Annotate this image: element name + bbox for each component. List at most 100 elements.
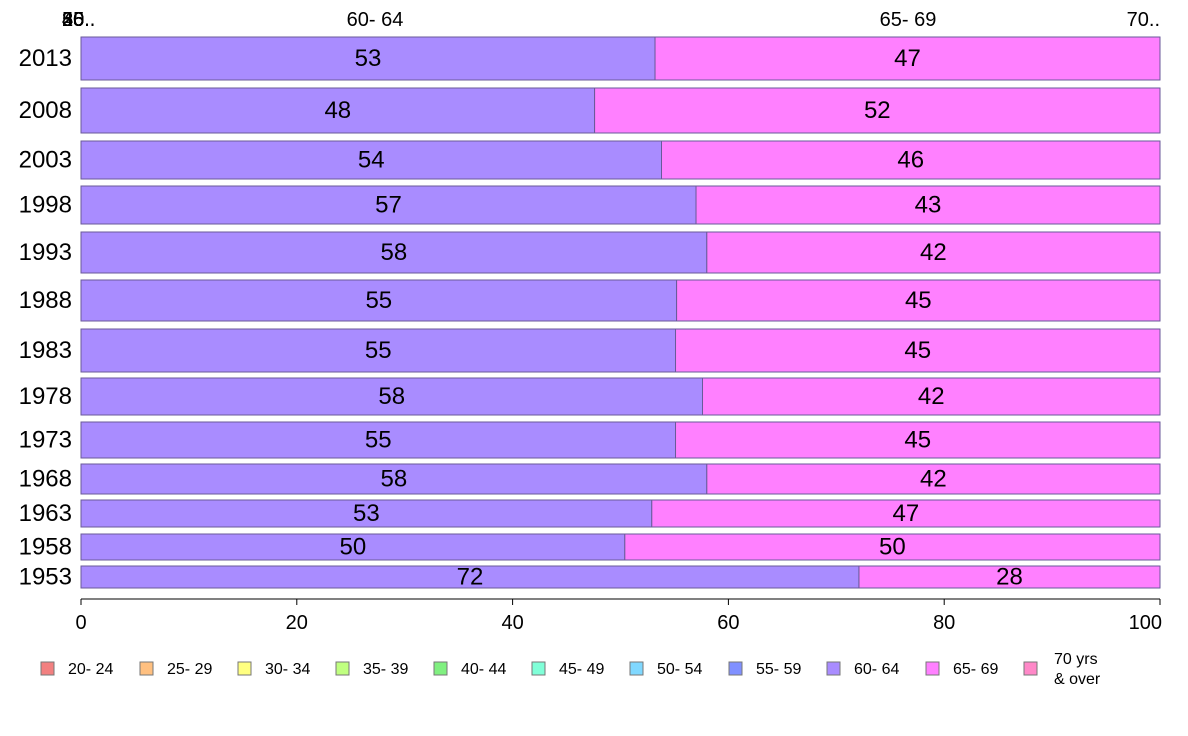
bar-segment-2008-60-64: [80, 87, 596, 134]
legend-swatch-10: [1023, 661, 1038, 676]
legend-swatch-0: [40, 661, 55, 676]
data-label-1978-0: 58: [378, 383, 405, 410]
bar-segment-1958-65-69: [624, 533, 1161, 561]
top-series-label-5: 45..: [62, 9, 95, 31]
top-series-labels: 20..25..30..35..40..45..50..55.. 60- 64 65…: [62, 9, 1160, 31]
legend: 20- 24 25- 29 30- 34 35- 39 40- 44 45- 49 50- …: [40, 651, 1101, 688]
legend-label-3: 35- 39: [363, 661, 408, 678]
bar-segment-1963-60-64: [80, 499, 653, 528]
bar-segment-1998-65-69: [695, 185, 1161, 225]
top-series-label-3: 35..: [62, 9, 95, 31]
category-label-1978: 1978: [19, 383, 72, 410]
bar-segment-1983-65-69: [675, 328, 1161, 373]
legend-label-2: 30- 34: [265, 661, 310, 678]
legend-swatch-5: [531, 661, 546, 676]
data-label-1988-0: 55: [365, 287, 392, 314]
bar-segment-1963-65-69: [651, 499, 1161, 528]
x-tick-label-0: 0: [75, 612, 86, 634]
data-label-1963-1: 47: [893, 500, 920, 527]
legend-label-1: 25- 29: [167, 661, 212, 678]
category-label-1983: 1983: [19, 337, 72, 364]
data-label-2013-0: 53: [355, 45, 382, 72]
data-label-2003-1: 46: [897, 147, 924, 174]
bar-segment-1953-65-69: [858, 565, 1161, 589]
category-label-1963: 1963: [19, 500, 72, 527]
legend-swatch-1: [139, 661, 154, 676]
bar-segment-1968-60-64: [80, 463, 708, 495]
data-label-1973-0: 55: [365, 427, 392, 454]
top-series-label-6: 50..: [62, 9, 95, 31]
x-tick-label-80: 80: [933, 612, 955, 634]
data-label-1973-1: 45: [904, 427, 931, 454]
data-label-1993-0: 58: [381, 239, 408, 266]
category-label-1973: 1973: [19, 427, 72, 454]
category-label-1993: 1993: [19, 239, 72, 266]
bar-segment-2003-60-64: [80, 140, 663, 180]
top-series-label-0: 20..: [62, 9, 95, 31]
category-label-1988: 1988: [19, 287, 72, 314]
legend-swatch-3: [335, 661, 350, 676]
bar-segment-1993-65-69: [706, 231, 1161, 274]
bar-segment-1983-60-64: [80, 328, 677, 373]
x-tick-label-100: 100: [1129, 612, 1162, 634]
category-label-2008: 2008: [19, 97, 72, 124]
top-series-label-8: 60- 64: [347, 9, 404, 31]
bar-segment-1968-65-69: [706, 463, 1161, 495]
data-label-1953-0: 72: [457, 564, 484, 591]
data-label-1963-0: 53: [353, 500, 380, 527]
legend-label-6: 50- 54: [657, 661, 702, 678]
data-label-1998-1: 43: [915, 192, 942, 219]
legend-label-7: 55- 59: [756, 661, 801, 678]
x-tick-label-40: 40: [501, 612, 523, 634]
top-series-label-4: 40..: [62, 9, 95, 31]
data-label-2008-1: 52: [864, 97, 891, 124]
bar-segment-1993-60-64: [80, 231, 708, 274]
bars-area: 2013 53 47 2008 48 52 2003 54 46 1998 57 43 1993 58 42…: [19, 36, 1161, 591]
data-label-1953-1: 28: [996, 564, 1023, 591]
data-label-1988-1: 45: [905, 287, 932, 314]
legend-swatch-6: [629, 661, 644, 676]
bar-segment-2013-65-69: [654, 36, 1161, 81]
legend-label-4: 40- 44: [461, 661, 506, 678]
bar-segment-1978-60-64: [80, 377, 704, 416]
data-label-1978-1: 42: [918, 383, 945, 410]
data-label-1998-0: 57: [375, 192, 402, 219]
data-label-1968-0: 58: [381, 466, 408, 493]
bar-segment-1988-60-64: [80, 279, 678, 322]
category-label-1953: 1953: [19, 564, 72, 591]
legend-label-10-line-1: & over: [1054, 671, 1101, 688]
data-label-2013-1: 47: [894, 45, 921, 72]
top-series-label-1: 25..: [62, 9, 95, 31]
category-label-1998: 1998: [19, 192, 72, 219]
data-label-2003-0: 54: [358, 147, 385, 174]
data-label-1993-1: 42: [920, 239, 947, 266]
legend-swatch-9: [925, 661, 940, 676]
x-axis: 0 20 40 60 80 100: [75, 598, 1162, 634]
top-series-label-9: 65- 69: [880, 9, 937, 31]
legend-swatch-4: [433, 661, 448, 676]
data-label-2008-0: 48: [324, 97, 351, 124]
legend-label-9: 65- 69: [953, 661, 998, 678]
top-series-label-10: 70..: [1127, 9, 1160, 31]
bar-segment-1973-65-69: [675, 421, 1161, 459]
category-label-1958: 1958: [19, 534, 72, 561]
legend-label-5: 45- 49: [559, 661, 604, 678]
bar-segment-1988-65-69: [676, 279, 1161, 322]
legend-swatch-2: [237, 661, 252, 676]
category-label-1968: 1968: [19, 466, 72, 493]
bar-segment-2013-60-64: [80, 36, 656, 81]
category-label-2003: 2003: [19, 147, 72, 174]
bar-segment-1978-65-69: [702, 377, 1161, 416]
legend-swatch-8: [826, 661, 841, 676]
bar-segment-1998-60-64: [80, 185, 697, 225]
top-series-label-2: 30..: [62, 9, 95, 31]
data-label-1958-1: 50: [879, 534, 906, 561]
data-label-1958-0: 50: [340, 534, 367, 561]
x-tick-label-20: 20: [286, 612, 308, 634]
bar-segment-2003-65-69: [661, 140, 1161, 180]
legend-label-10-line-0: 70 yrs: [1054, 651, 1098, 668]
bar-segment-1958-60-64: [80, 533, 626, 561]
bar-segment-1973-60-64: [80, 421, 677, 459]
data-label-1983-1: 45: [904, 337, 931, 364]
